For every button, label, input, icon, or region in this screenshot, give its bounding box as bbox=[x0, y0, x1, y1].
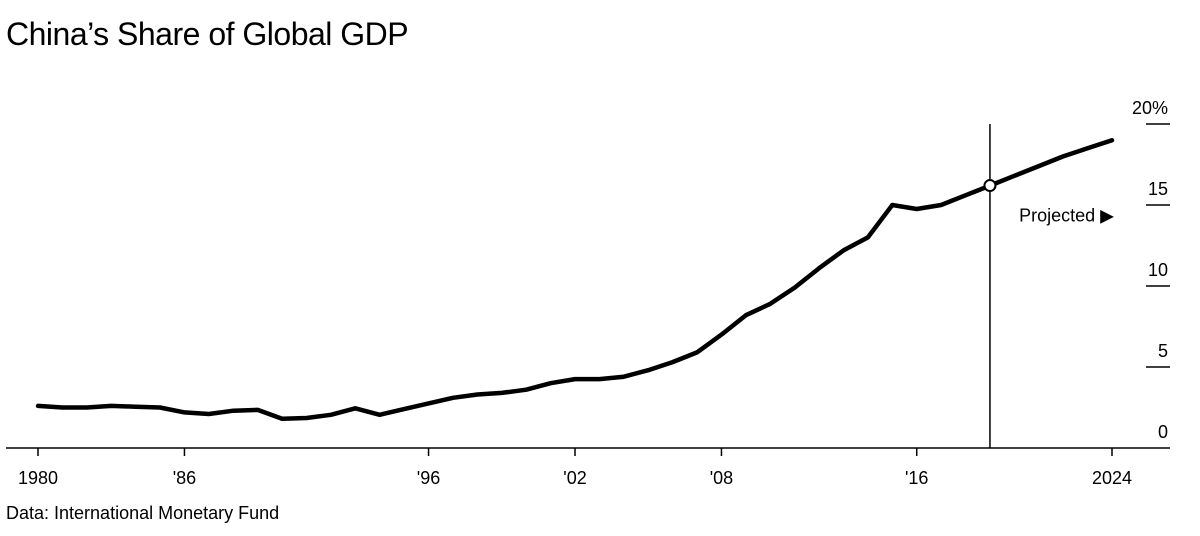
y-tick-label: 10 bbox=[1148, 260, 1168, 280]
x-tick-label: 1980 bbox=[18, 468, 58, 488]
x-tick-label: '96 bbox=[417, 468, 440, 488]
x-tick-label: 2024 bbox=[1092, 468, 1132, 488]
x-tick-label: '08 bbox=[710, 468, 733, 488]
x-tick-label: '02 bbox=[563, 468, 586, 488]
y-tick-label: 20% bbox=[1132, 98, 1168, 118]
y-tick-label: 15 bbox=[1148, 179, 1168, 199]
y-tick-label: 5 bbox=[1158, 341, 1168, 361]
series-line-china-gdp-share bbox=[35, 137, 1115, 422]
y-tick-label: 0 bbox=[1158, 422, 1168, 442]
data-source: Data: International Monetary Fund bbox=[6, 503, 280, 523]
x-tick-label: '86 bbox=[173, 468, 196, 488]
x-axis: 1980 '86 '96 '02 '08 '16 2024 bbox=[18, 448, 1132, 488]
projection-marker bbox=[983, 179, 997, 193]
y-axis: 0 5 10 15 20% bbox=[1132, 98, 1170, 442]
projected-label: Projected ▶ bbox=[1019, 206, 1114, 226]
x-tick-label: '16 bbox=[905, 468, 928, 488]
chart-title: China’s Share of Global GDP bbox=[6, 16, 409, 52]
